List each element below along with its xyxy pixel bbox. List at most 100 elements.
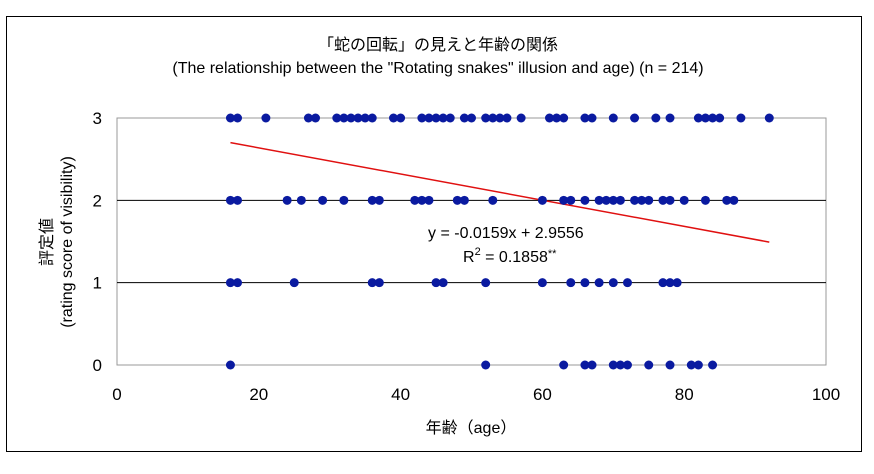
data-point [389, 113, 399, 123]
r2-superscript: 2 [475, 246, 481, 258]
data-point [700, 113, 710, 123]
data-point [764, 113, 774, 123]
data-point [608, 360, 618, 370]
data-point [580, 278, 590, 288]
data-point [665, 195, 675, 205]
y-tick-3: 3 [93, 109, 102, 128]
data-point [467, 113, 476, 123]
data-point [665, 278, 675, 288]
data-point [424, 195, 434, 205]
x-tick-80: 80 [675, 385, 694, 404]
data-point [481, 278, 491, 288]
data-point [559, 195, 569, 205]
data-point [686, 360, 696, 370]
data-point [693, 360, 703, 370]
x-tick-labels: 0 20 40 60 80 100 [112, 385, 840, 404]
chart-title: 「蛇の回転」の見えと年齢の関係 [318, 36, 558, 54]
data-point [374, 278, 384, 288]
data-point [502, 113, 512, 123]
data-point [367, 195, 377, 205]
data-point [566, 195, 576, 205]
r2-prefix: R [463, 249, 475, 266]
data-point [537, 195, 547, 205]
r2-value: = 0.1858 [481, 249, 548, 266]
data-point [233, 278, 243, 288]
r-squared: R2 = 0.1858** [463, 246, 557, 266]
data-point [417, 113, 427, 123]
y-tick-2: 2 [93, 191, 102, 210]
data-point [353, 113, 363, 123]
data-point [658, 195, 668, 205]
data-point [360, 113, 370, 123]
data-point [580, 360, 590, 370]
chart-frame [6, 16, 862, 452]
data-point [318, 195, 328, 205]
data-point [537, 278, 547, 288]
data-point [637, 195, 647, 205]
y-axis-title-line1: 評定値 [38, 218, 56, 266]
data-point [630, 195, 640, 205]
data-point [516, 113, 526, 123]
data-point [615, 195, 625, 205]
data-point [495, 113, 505, 123]
data-point [438, 113, 448, 123]
data-point [580, 195, 590, 205]
y-tick-1: 1 [93, 274, 102, 293]
data-point [225, 195, 235, 205]
chart-subtitle: (The relationship between the "Rotating … [172, 60, 703, 77]
data-point [424, 113, 434, 123]
data-point [367, 113, 377, 123]
data-point [396, 113, 406, 123]
data-point [332, 113, 342, 123]
data-point [594, 195, 604, 205]
y-tick-0: 0 [93, 356, 102, 375]
data-point [303, 113, 313, 123]
data-point [630, 113, 640, 123]
data-point [367, 278, 377, 288]
data-point [459, 113, 469, 123]
data-point [296, 195, 306, 205]
data-point [417, 195, 427, 205]
y-axis-title-line2: (rating score of visibility) [59, 156, 76, 328]
data-point [693, 113, 703, 123]
data-point [566, 278, 576, 288]
data-point [552, 113, 562, 123]
data-point [700, 195, 710, 205]
data-point [594, 278, 604, 288]
data-point [481, 113, 491, 123]
data-point [233, 195, 243, 205]
trend-line [230, 141, 770, 243]
data-point [615, 360, 625, 370]
data-point [225, 113, 235, 123]
data-point [587, 360, 597, 370]
data-point [672, 278, 682, 288]
data-point [665, 113, 675, 123]
data-point [658, 278, 668, 288]
data-point [665, 360, 675, 370]
data-point [651, 113, 661, 123]
data-points [225, 113, 774, 370]
data-point [438, 278, 448, 288]
x-tick-60: 60 [533, 385, 552, 404]
data-point [708, 360, 718, 370]
data-point [587, 113, 597, 123]
data-point [282, 195, 292, 205]
data-point [679, 195, 689, 205]
data-point [431, 278, 441, 288]
data-point [431, 113, 441, 123]
data-point [622, 360, 632, 370]
data-point [339, 113, 349, 123]
x-tick-40: 40 [391, 385, 410, 404]
data-point [729, 195, 739, 205]
data-point [488, 113, 498, 123]
data-point [601, 195, 611, 205]
data-point [289, 278, 299, 288]
x-tick-100: 100 [812, 385, 840, 404]
data-point [225, 278, 235, 288]
y-tick-labels: 0 1 2 3 [93, 109, 102, 375]
data-point [559, 360, 569, 370]
data-point [481, 360, 491, 370]
data-point [644, 360, 654, 370]
data-point [544, 113, 554, 123]
